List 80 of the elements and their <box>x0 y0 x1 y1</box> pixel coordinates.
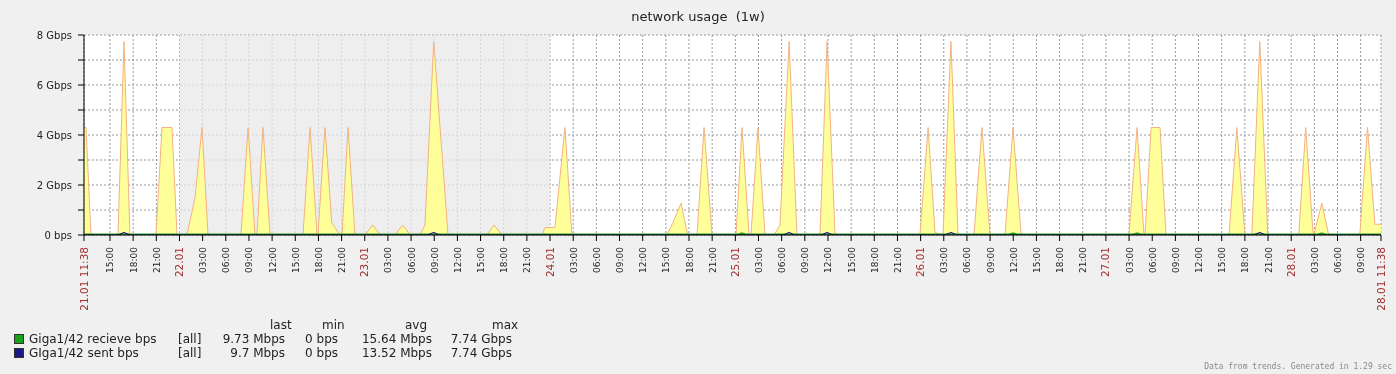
x-tick-label: 09:00 <box>244 246 255 273</box>
text: 9.73 Mbps <box>222 332 285 346</box>
text: min <box>322 318 345 332</box>
x-tick-label: 22.01 <box>172 247 185 278</box>
text: 7.74 Gbps <box>450 332 512 346</box>
x-tick-label: 28.01 <box>1284 247 1297 278</box>
legend-label: Giga1/42 recieve bps <box>29 332 157 346</box>
x-tick-label: 26.01 <box>914 247 927 278</box>
x-tick-label: 21.01 11:38 <box>77 247 90 311</box>
text: max <box>492 318 519 332</box>
x-tick-label: 18:00 <box>313 246 324 273</box>
x-tick-label: 15:00 <box>290 246 301 273</box>
text: Data from trends. Generated in 1.29 sec <box>1204 362 1392 371</box>
x-tick-label: 03:00 <box>383 246 394 273</box>
x-tick-label: 12:00 <box>1008 246 1019 273</box>
x-tick-label: 09:00 <box>429 246 440 273</box>
x-tick-label: 12:00 <box>267 246 278 273</box>
x-tick-label: 09:00 <box>615 246 626 273</box>
text: 9.7 Mbps <box>230 346 285 360</box>
x-tick-label: 03:00 <box>1309 246 1320 273</box>
x-tick-label: 18:00 <box>869 246 880 273</box>
x-tick-label: 09:00 <box>1356 246 1367 273</box>
x-tick-label: 18:00 <box>499 246 510 273</box>
x-tick-label: 09:00 <box>800 246 811 273</box>
x-tick-label: 18:00 <box>684 246 695 273</box>
x-tick-label: 03:00 <box>568 246 579 273</box>
x-tick-label: 12:00 <box>1194 246 1205 273</box>
x-tick-label: 12:00 <box>823 246 834 273</box>
x-tick-label: 12:00 <box>452 246 463 273</box>
x-tick-label: 03:00 <box>753 246 764 273</box>
x-tick-label: 21:00 <box>1078 246 1089 273</box>
x-tick-label: 15:00 <box>661 246 672 273</box>
x-tick-label: 15:00 <box>105 246 116 273</box>
x-tick-label: 21:00 <box>522 246 533 273</box>
x-tick-label: 15:00 <box>476 246 487 273</box>
text: avg <box>405 318 428 332</box>
x-tick-label: 15:00 <box>846 246 857 273</box>
x-tick-label: 06:00 <box>1333 246 1344 273</box>
x-tick-label: 06:00 <box>1147 246 1158 273</box>
x-tick-label: 25.01 <box>728 247 741 278</box>
y-tick-label: 4 Gbps <box>36 129 72 141</box>
x-tick-label: 09:00 <box>1170 246 1181 273</box>
text: [all] <box>178 346 202 360</box>
x-tick-label: 06:00 <box>591 246 602 273</box>
text: 0 bps <box>305 346 338 360</box>
text: 0 bps <box>305 332 338 346</box>
text: 13.52 Mbps <box>361 346 432 360</box>
text: 7.74 Gbps <box>450 346 512 360</box>
x-tick-label: 21:00 <box>892 246 903 273</box>
x-tick-label: 15:00 <box>1031 246 1042 273</box>
x-tick-label: 21:00 <box>1263 246 1274 273</box>
x-tick-label: 24.01 <box>543 247 556 278</box>
x-tick-label: 18:00 <box>1240 246 1251 273</box>
x-tick-label: 06:00 <box>962 246 973 273</box>
text: last <box>270 318 292 332</box>
x-tick-label: 18:00 <box>128 246 139 273</box>
x-tick-label: 23.01 <box>358 247 371 278</box>
x-tick-label: 03:00 <box>1124 246 1135 273</box>
chart-title: network usage (1w) <box>630 9 766 24</box>
x-tick-label: 18:00 <box>1055 246 1066 273</box>
x-tick-label: 27.01 <box>1099 247 1112 278</box>
x-tick-label: 21:00 <box>707 246 718 273</box>
x-tick-label: 03:00 <box>939 246 950 273</box>
x-tick-label: 06:00 <box>406 246 417 273</box>
y-tick-label: 6 Gbps <box>36 79 72 91</box>
text: [all] <box>178 332 202 346</box>
x-tick-label: 21:00 <box>151 246 162 273</box>
text: 15.64 Mbps <box>361 332 432 346</box>
legend-label: GIga1/42 sent bps <box>29 346 139 360</box>
x-tick-label: 06:00 <box>777 246 788 273</box>
x-tick-label: 28.01 11:38 <box>1374 247 1387 311</box>
x-tick-label: 06:00 <box>221 246 232 273</box>
x-tick-label: 09:00 <box>985 246 996 273</box>
y-tick-label: 2 Gbps <box>36 179 72 191</box>
x-tick-label: 21:00 <box>337 246 348 273</box>
y-tick-label: 0 bps <box>44 229 72 241</box>
y-tick-label: 8 Gbps <box>36 29 72 41</box>
x-tick-label: 15:00 <box>1217 246 1228 273</box>
x-tick-label: 12:00 <box>638 246 649 273</box>
x-tick-label: 03:00 <box>198 246 209 273</box>
